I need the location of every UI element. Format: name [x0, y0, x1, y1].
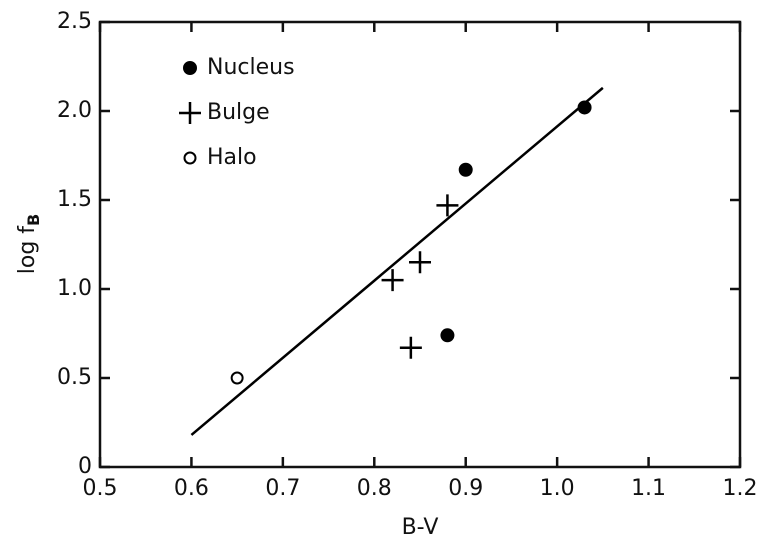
- legend-marker: [179, 102, 201, 124]
- legend-label: Bulge: [207, 100, 270, 125]
- legend-marker: [183, 151, 197, 165]
- y-tick-label: 2.5: [57, 9, 92, 34]
- x-tick-label: 1.1: [631, 476, 666, 501]
- x-tick-label: 0.5: [83, 476, 118, 501]
- x-tick-label: 1.2: [723, 476, 758, 501]
- fit-line: [190, 86, 604, 436]
- y-label-main: log f: [15, 225, 40, 275]
- point: [230, 371, 244, 385]
- y-tick-label: 1.0: [57, 276, 92, 301]
- point: [458, 162, 473, 177]
- point: [399, 336, 422, 359]
- plot-frame: [98, 20, 742, 469]
- x-axis-label: B-V: [402, 515, 439, 540]
- legend-label: Halo: [207, 145, 257, 170]
- y-tick-label: 2.0: [57, 98, 92, 123]
- point: [381, 269, 404, 292]
- point: [577, 100, 592, 115]
- legend-marker: [183, 61, 197, 75]
- x-tick-label: 0.9: [448, 476, 483, 501]
- x-tick-label: 0.8: [357, 476, 392, 501]
- y-tick-label: 1.5: [57, 187, 92, 212]
- y-tick-label: 0: [78, 454, 92, 479]
- y-tick-label: 0.5: [57, 365, 92, 390]
- y-axis-label: log fB: [15, 214, 43, 274]
- x-tick-label: 0.7: [265, 476, 300, 501]
- legend-label: Nucleus: [207, 55, 295, 80]
- x-tick-label: 0.6: [174, 476, 209, 501]
- y-label-subscript: B: [24, 214, 43, 226]
- point: [436, 194, 459, 217]
- x-tick-label: 1.0: [540, 476, 575, 501]
- point: [409, 251, 431, 274]
- point: [440, 328, 455, 343]
